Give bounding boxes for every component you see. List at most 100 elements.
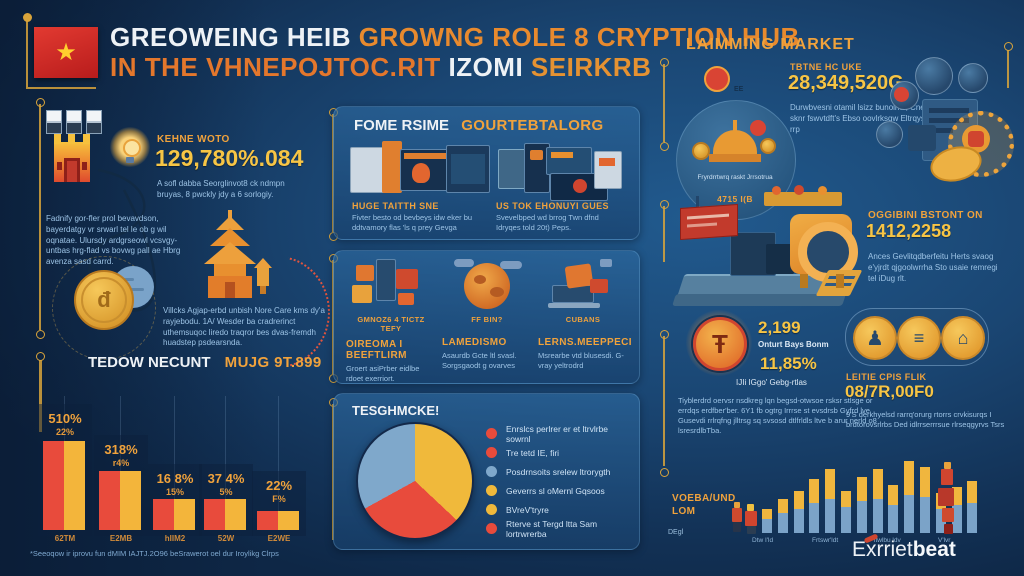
paragraph: Villcks Agjap-erbd unbish Nore Care kms … — [163, 306, 325, 348]
circuit-node — [1004, 42, 1013, 51]
legend-dot-icon — [486, 485, 497, 496]
legend-row: Tre tetd IE, firi — [486, 443, 628, 462]
bar-segment — [174, 499, 195, 530]
circuit-line — [332, 114, 334, 232]
pagoda-icon — [204, 210, 256, 298]
stacked-bar-top — [809, 479, 820, 503]
sector-column: CUBANS LERNS.MEEPPECI Msrearbe vtd bluse… — [538, 259, 632, 371]
volume-stacked-chart — [728, 455, 1020, 535]
stat4-value: 08/7R,00F0 — [845, 382, 934, 401]
pie-chart — [356, 422, 474, 540]
circuit-node — [660, 142, 669, 151]
circuit-line — [26, 21, 28, 87]
bar-segment — [225, 499, 246, 530]
coin-halo — [52, 256, 156, 360]
stat-description: A sofl dabba Seorglinvot8 ck ndmpn bruya… — [157, 179, 285, 199]
legend-label: Geverrs sl oMernl Gqsoos — [506, 485, 605, 496]
red-badge-icon — [704, 66, 730, 92]
title-part: GREOWEING HEIB — [110, 22, 352, 52]
bar-segment — [99, 471, 120, 530]
volume-label: VOEBA/UND LOM — [672, 492, 736, 518]
red-banner — [680, 203, 738, 241]
panel-pie: TESGHMCKE! Enrslcs perlrer er et ltrvlrb… — [333, 393, 640, 550]
stacked-chart-labels: Dtw I'ld Frtswr'ldt ltwlbu ldv V'lvr — [728, 537, 1020, 549]
circuit-node — [36, 330, 45, 339]
bar-value-label: 16 8% — [156, 471, 194, 486]
screenshot-card — [446, 145, 490, 193]
screenshot-collage-right — [498, 143, 624, 201]
stacked-bar-base — [825, 499, 836, 533]
circuit-node — [36, 98, 45, 107]
bulb-glass — [123, 139, 141, 157]
stacked-bar-base — [793, 509, 804, 533]
bar-subvalue-label: 22% — [55, 427, 74, 437]
red-badge-icon — [894, 87, 909, 102]
stacked-bar-top — [825, 469, 836, 499]
panel1-left-label: HUGE TAITTH SNE — [352, 201, 439, 211]
circuit-line — [663, 64, 665, 142]
panel1-left-text: Fivter besto od bevbeys idw eker bu ddtv… — [352, 213, 473, 233]
bulb-base — [126, 157, 134, 163]
logo-text-bold: beat — [912, 538, 956, 561]
x-tick-label: Dtw I'ld — [752, 537, 774, 544]
bar-segment — [43, 441, 64, 530]
sector-column: GMNOZ6 4 TICTZ TEFY OIREOMA I BEEFTLIRM … — [346, 259, 436, 384]
circuit-node — [660, 468, 669, 477]
category-label: E2WE — [267, 534, 291, 543]
stat2-label: OGGIBINI BSTONT ON — [868, 210, 983, 221]
stacked-bar-top — [967, 481, 978, 503]
stacked-bar-base — [777, 513, 788, 533]
sector-text: Asaurdb Gcte ltl svasl. Sorgsgaodt g ova… — [442, 351, 517, 371]
sector-text: Groert asiPrber eidlbe rdoet exerriort. — [346, 364, 420, 384]
stat2-value: 1412,2258 — [866, 221, 952, 241]
gridline — [278, 396, 279, 530]
bar-subvalue-label: F% — [272, 494, 286, 504]
icon-pill: ♟ ≡ ⌂ — [845, 308, 989, 366]
server-icons — [46, 110, 102, 134]
photo-circle — [876, 121, 903, 148]
panel1-heading-orange: GOURTEBTALORG — [461, 117, 604, 134]
stacked-bar-base — [935, 509, 946, 533]
rig-panel — [766, 244, 794, 274]
pixel-character-climbing — [936, 462, 960, 536]
gridline — [174, 396, 175, 530]
pie-legend: Enrslcs perlrer er et ltrvlrbe sowrnl Tre… — [486, 424, 628, 539]
legend-label: Rterve st Tergd ltta Sam lortrwrerba — [506, 518, 598, 539]
gridline — [225, 396, 226, 530]
legend-label: Posdrnsoits srelew ltrorygth — [506, 466, 611, 477]
mascot-blob-icon — [412, 163, 430, 183]
legend-dot-icon — [486, 466, 497, 477]
title-part: IZOMI — [448, 52, 524, 82]
screenshot-collage-left — [350, 141, 490, 199]
bar-subvalue-label: 15% — [165, 487, 184, 497]
stacked-bar-top — [920, 467, 930, 497]
pixel-character — [732, 502, 758, 536]
flag-star-icon: ★ — [55, 38, 77, 66]
page-title: GREOWEING HEIB GROWNG ROLE 8 CRYPTION HU… — [110, 22, 800, 82]
dome-spire — [733, 120, 737, 132]
panel1-heading-white: FOME RSIME — [354, 117, 450, 134]
panel1-heading: FOME RSIME GOURTEBTALORG — [354, 117, 604, 134]
x-tick-label: ltwlbu ldv — [874, 537, 901, 544]
logo-text-light: Exrriet — [852, 538, 913, 561]
title-part: SEIRKRB — [530, 52, 652, 82]
stacked-bar-top — [904, 461, 915, 495]
x-tick-label: Frtswr'ldt — [812, 537, 839, 544]
machine-block — [908, 125, 936, 151]
right-heading: LAIMMING MARKET — [686, 36, 855, 53]
server-icon — [46, 110, 62, 134]
title-line-1: GREOWEING HEIB GROWNG ROLE 8 CRYPTION HU… — [110, 22, 800, 52]
screenshot-card — [350, 147, 386, 193]
globe-network-icon — [442, 259, 532, 315]
mining-rig-illustration — [672, 185, 872, 315]
category-label: E2MB — [109, 534, 133, 543]
sector-title: OIREOMA I BEEFTLIRM — [346, 339, 407, 361]
coin-icon — [692, 142, 710, 160]
circuit-node — [660, 58, 669, 67]
brand-logo: Exrrietbeat — [852, 533, 956, 562]
stacked-bar-top — [872, 469, 883, 499]
circuit-node — [23, 13, 32, 22]
bar-subvalue-label: r4% — [112, 458, 130, 468]
volume-label-line2: LOM — [672, 506, 696, 517]
circuit-node — [660, 330, 669, 339]
